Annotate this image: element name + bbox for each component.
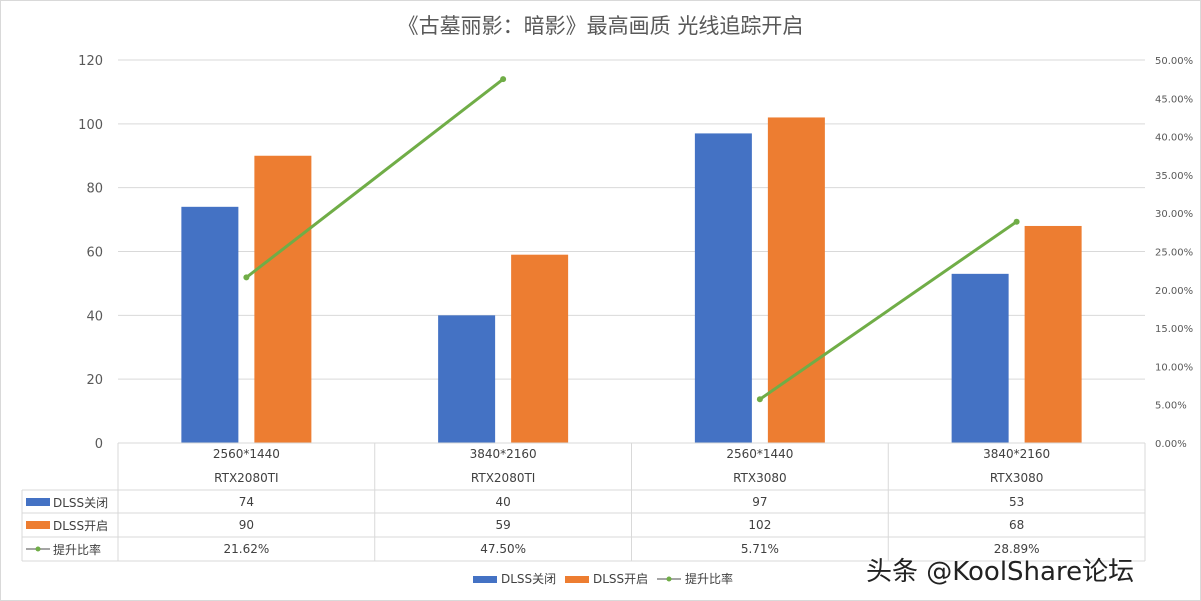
legend-label: 提升比率 [685,571,733,586]
table-cell: 28.89% [994,542,1040,556]
legend-key-1 [26,521,50,529]
left-axis-tick: 60 [86,246,103,261]
ratio-point [243,274,250,281]
right-axis-tick: 45.00% [1155,94,1193,105]
category-label-gpu: RTX2080TI [214,471,278,485]
table-cell: 5.71% [741,542,779,556]
legend-swatch [565,576,589,583]
table-cell: 59 [495,518,510,532]
left-axis-tick: 80 [86,182,103,197]
right-axis-tick: 20.00% [1155,286,1193,297]
left-axis-tick: 0 [95,437,103,452]
table-cell: 40 [495,495,510,509]
bar-dlss-off [181,206,239,443]
bar-dlss-off [951,273,1009,443]
table-cell: 90 [239,518,254,532]
category-label-gpu: RTX2080TI [471,471,535,485]
bar-dlss-off [438,315,496,443]
category-label-resolution: 2560*1440 [213,447,280,461]
watermark: 头条 @KoolShare论坛 [866,557,1135,587]
table-row-label: 提升比率 [53,542,101,557]
left-axis-tick: 20 [86,373,103,388]
ratio-point [500,76,507,83]
table-row-label: DLSS关闭 [53,496,108,510]
right-axis-tick: 0.00% [1155,439,1187,450]
bar-dlss-on [1024,225,1082,443]
left-axis-tick: 40 [86,309,103,324]
ratio-point [756,396,763,403]
category-label-resolution: 3840*2160 [983,447,1050,461]
right-axis-tick: 10.00% [1155,362,1193,373]
table-row-label: DLSS开启 [53,519,108,533]
right-axis-tick: 15.00% [1155,324,1193,335]
table-cell: 47.50% [480,542,526,556]
ratio-line-segment [245,77,505,279]
chart-title: 《古墓丽影：暗影》最高画质 光线追踪开启 [397,14,804,38]
legend-key-marker [35,546,41,552]
category-label-resolution: 3840*2160 [470,447,537,461]
bar-dlss-on [511,254,569,443]
legend-swatch-marker [666,576,672,582]
right-axis-tick: 50.00% [1155,56,1193,67]
table-cell: 97 [752,495,767,509]
right-axis-tick: 25.00% [1155,248,1193,259]
right-axis-tick: 35.00% [1155,171,1193,182]
bar-dlss-on [254,155,312,443]
ratio-point [1013,218,1020,225]
left-axis-tick: 100 [78,118,103,133]
category-label-gpu: RTX3080 [733,471,787,485]
right-axis-tick: 40.00% [1155,133,1193,144]
right-axis-tick: 30.00% [1155,209,1193,220]
bar-dlss-on [767,117,825,443]
table-cell: 68 [1009,518,1024,532]
legend-swatch [473,576,497,583]
table-cell: 53 [1009,495,1024,509]
right-axis-tick: 5.00% [1155,401,1187,412]
table-cell: 21.62% [223,542,269,556]
category-label-gpu: RTX3080 [990,471,1044,485]
left-axis-tick: 120 [78,54,103,69]
bar-dlss-off [694,133,752,444]
table-cell: 102 [748,518,771,532]
legend-label: DLSS关闭 [501,572,556,586]
legend-label: DLSS开启 [593,572,648,586]
category-label-resolution: 2560*1440 [726,447,793,461]
ratio-line-segment [759,220,1018,401]
table-cell: 74 [239,495,254,509]
legend-key-0 [26,498,50,506]
